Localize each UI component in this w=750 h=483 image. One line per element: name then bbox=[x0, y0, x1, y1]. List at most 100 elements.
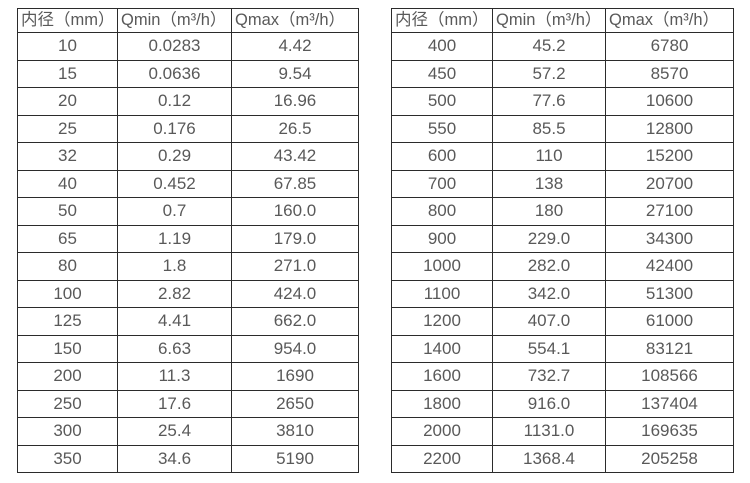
table-row: 65 1.19 179.0 bbox=[17, 224, 359, 253]
table-row: 2200 1368.4 205258 bbox=[391, 444, 734, 473]
table-cell: 15 bbox=[17, 59, 118, 88]
table-cell: 9.54 bbox=[231, 59, 359, 88]
table-cell: 0.452 bbox=[117, 169, 232, 198]
table-cell: 6.63 bbox=[117, 334, 232, 363]
table-cell: 554.1 bbox=[492, 334, 606, 363]
table-body: 400 45.2 6780 450 57.2 8570 500 77.6 10600 550 85.… bbox=[391, 32, 734, 473]
header-row: 内径（mm） Qmin（m³/h） Qmax（m³/h） bbox=[17, 8, 359, 33]
table-cell: 2200 bbox=[391, 444, 493, 473]
table-cell: 8570 bbox=[605, 59, 734, 88]
table-cell: 34300 bbox=[605, 224, 734, 253]
table-row: 1100 342.0 51300 bbox=[391, 279, 734, 308]
table-row: 25 0.176 26.5 bbox=[17, 114, 359, 143]
table-row: 500 77.6 10600 bbox=[391, 87, 734, 116]
table-row: 100 2.82 424.0 bbox=[17, 279, 359, 308]
table-cell: 700 bbox=[391, 169, 493, 198]
table-cell: 229.0 bbox=[492, 224, 606, 253]
table-cell: 1200 bbox=[391, 307, 493, 336]
table-cell: 1.19 bbox=[117, 224, 232, 253]
table-cell: 20 bbox=[17, 87, 118, 116]
table-header: 内径（mm） Qmin（m³/h） Qmax（m³/h） bbox=[17, 8, 359, 33]
table-cell: 10600 bbox=[605, 87, 734, 116]
flow-table-small-diameters: 内径（mm） Qmin（m³/h） Qmax（m³/h） 10 0.0283 4.42 1… bbox=[17, 8, 359, 473]
table-cell: 0.12 bbox=[117, 87, 232, 116]
table-row: 1800 916.0 137404 bbox=[391, 389, 734, 418]
table-row: 32 0.29 43.42 bbox=[17, 142, 359, 171]
table-cell: 900 bbox=[391, 224, 493, 253]
table-cell: 200 bbox=[17, 362, 118, 391]
table-cell: 916.0 bbox=[492, 389, 606, 418]
table-cell: 0.0283 bbox=[117, 32, 232, 61]
table-cell: 1600 bbox=[391, 362, 493, 391]
table-cell: 10 bbox=[17, 32, 118, 61]
table-cell: 500 bbox=[391, 87, 493, 116]
table-cell: 3810 bbox=[231, 417, 359, 446]
table-cell: 138 bbox=[492, 169, 606, 198]
table-cell: 110 bbox=[492, 142, 606, 171]
table-cell: 51300 bbox=[605, 279, 734, 308]
table-cell: 1000 bbox=[391, 252, 493, 281]
header-row: 内径（mm） Qmin（m³/h） Qmax（m³/h） bbox=[391, 8, 734, 33]
table-row: 1200 407.0 61000 bbox=[391, 307, 734, 336]
table-cell: 6780 bbox=[605, 32, 734, 61]
table-row: 1400 554.1 83121 bbox=[391, 334, 734, 363]
table-cell: 250 bbox=[17, 389, 118, 418]
table-row: 125 4.41 662.0 bbox=[17, 307, 359, 336]
table-row: 2000 1131.0 169635 bbox=[391, 417, 734, 446]
table-cell: 16.96 bbox=[231, 87, 359, 116]
table-cell: 125 bbox=[17, 307, 118, 336]
table-row: 1600 732.7 108566 bbox=[391, 362, 734, 391]
table-row: 800 180 27100 bbox=[391, 197, 734, 226]
table-cell: 1368.4 bbox=[492, 444, 606, 473]
table-cell: 800 bbox=[391, 197, 493, 226]
table-cell: 20700 bbox=[605, 169, 734, 198]
table-cell: 43.42 bbox=[231, 142, 359, 171]
table-row: 350 34.6 5190 bbox=[17, 444, 359, 473]
table-cell: 25.4 bbox=[117, 417, 232, 446]
table-cell: 205258 bbox=[605, 444, 734, 473]
table-cell: 67.85 bbox=[231, 169, 359, 198]
table-cell: 42400 bbox=[605, 252, 734, 281]
table-cell: 77.6 bbox=[492, 87, 606, 116]
table-cell: 179.0 bbox=[231, 224, 359, 253]
table-cell: 11.3 bbox=[117, 362, 232, 391]
table-cell: 1400 bbox=[391, 334, 493, 363]
table-row: 50 0.7 160.0 bbox=[17, 197, 359, 226]
table-cell: 17.6 bbox=[117, 389, 232, 418]
table-cell: 732.7 bbox=[492, 362, 606, 391]
table-cell: 450 bbox=[391, 59, 493, 88]
table-cell: 108566 bbox=[605, 362, 734, 391]
column-header: Qmin（m³/h） bbox=[117, 8, 232, 33]
column-header: Qmin（m³/h） bbox=[492, 8, 606, 33]
table-cell: 424.0 bbox=[231, 279, 359, 308]
table-cell: 85.5 bbox=[492, 114, 606, 143]
table-row: 900 229.0 34300 bbox=[391, 224, 734, 253]
table-body: 10 0.0283 4.42 15 0.0636 9.54 20 0.12 16.96 25 0.1… bbox=[17, 32, 359, 473]
table-row: 150 6.63 954.0 bbox=[17, 334, 359, 363]
table-cell: 180 bbox=[492, 197, 606, 226]
table-cell: 1690 bbox=[231, 362, 359, 391]
table-cell: 550 bbox=[391, 114, 493, 143]
table-cell: 0.176 bbox=[117, 114, 232, 143]
table-cell: 600 bbox=[391, 142, 493, 171]
table-cell: 282.0 bbox=[492, 252, 606, 281]
table-row: 10 0.0283 4.42 bbox=[17, 32, 359, 61]
table-cell: 271.0 bbox=[231, 252, 359, 281]
table-row: 450 57.2 8570 bbox=[391, 59, 734, 88]
table-cell: 57.2 bbox=[492, 59, 606, 88]
table-cell: 1800 bbox=[391, 389, 493, 418]
table-cell: 34.6 bbox=[117, 444, 232, 473]
table-cell: 83121 bbox=[605, 334, 734, 363]
table-row: 550 85.5 12800 bbox=[391, 114, 734, 143]
table-cell: 169635 bbox=[605, 417, 734, 446]
column-header: 内径（mm） bbox=[17, 8, 118, 33]
table-cell: 12800 bbox=[605, 114, 734, 143]
table-cell: 0.0636 bbox=[117, 59, 232, 88]
table-cell: 150 bbox=[17, 334, 118, 363]
table-header: 内径（mm） Qmin（m³/h） Qmax（m³/h） bbox=[391, 8, 734, 33]
table-cell: 5190 bbox=[231, 444, 359, 473]
table-row: 40 0.452 67.85 bbox=[17, 169, 359, 198]
table-cell: 300 bbox=[17, 417, 118, 446]
table-row: 250 17.6 2650 bbox=[17, 389, 359, 418]
